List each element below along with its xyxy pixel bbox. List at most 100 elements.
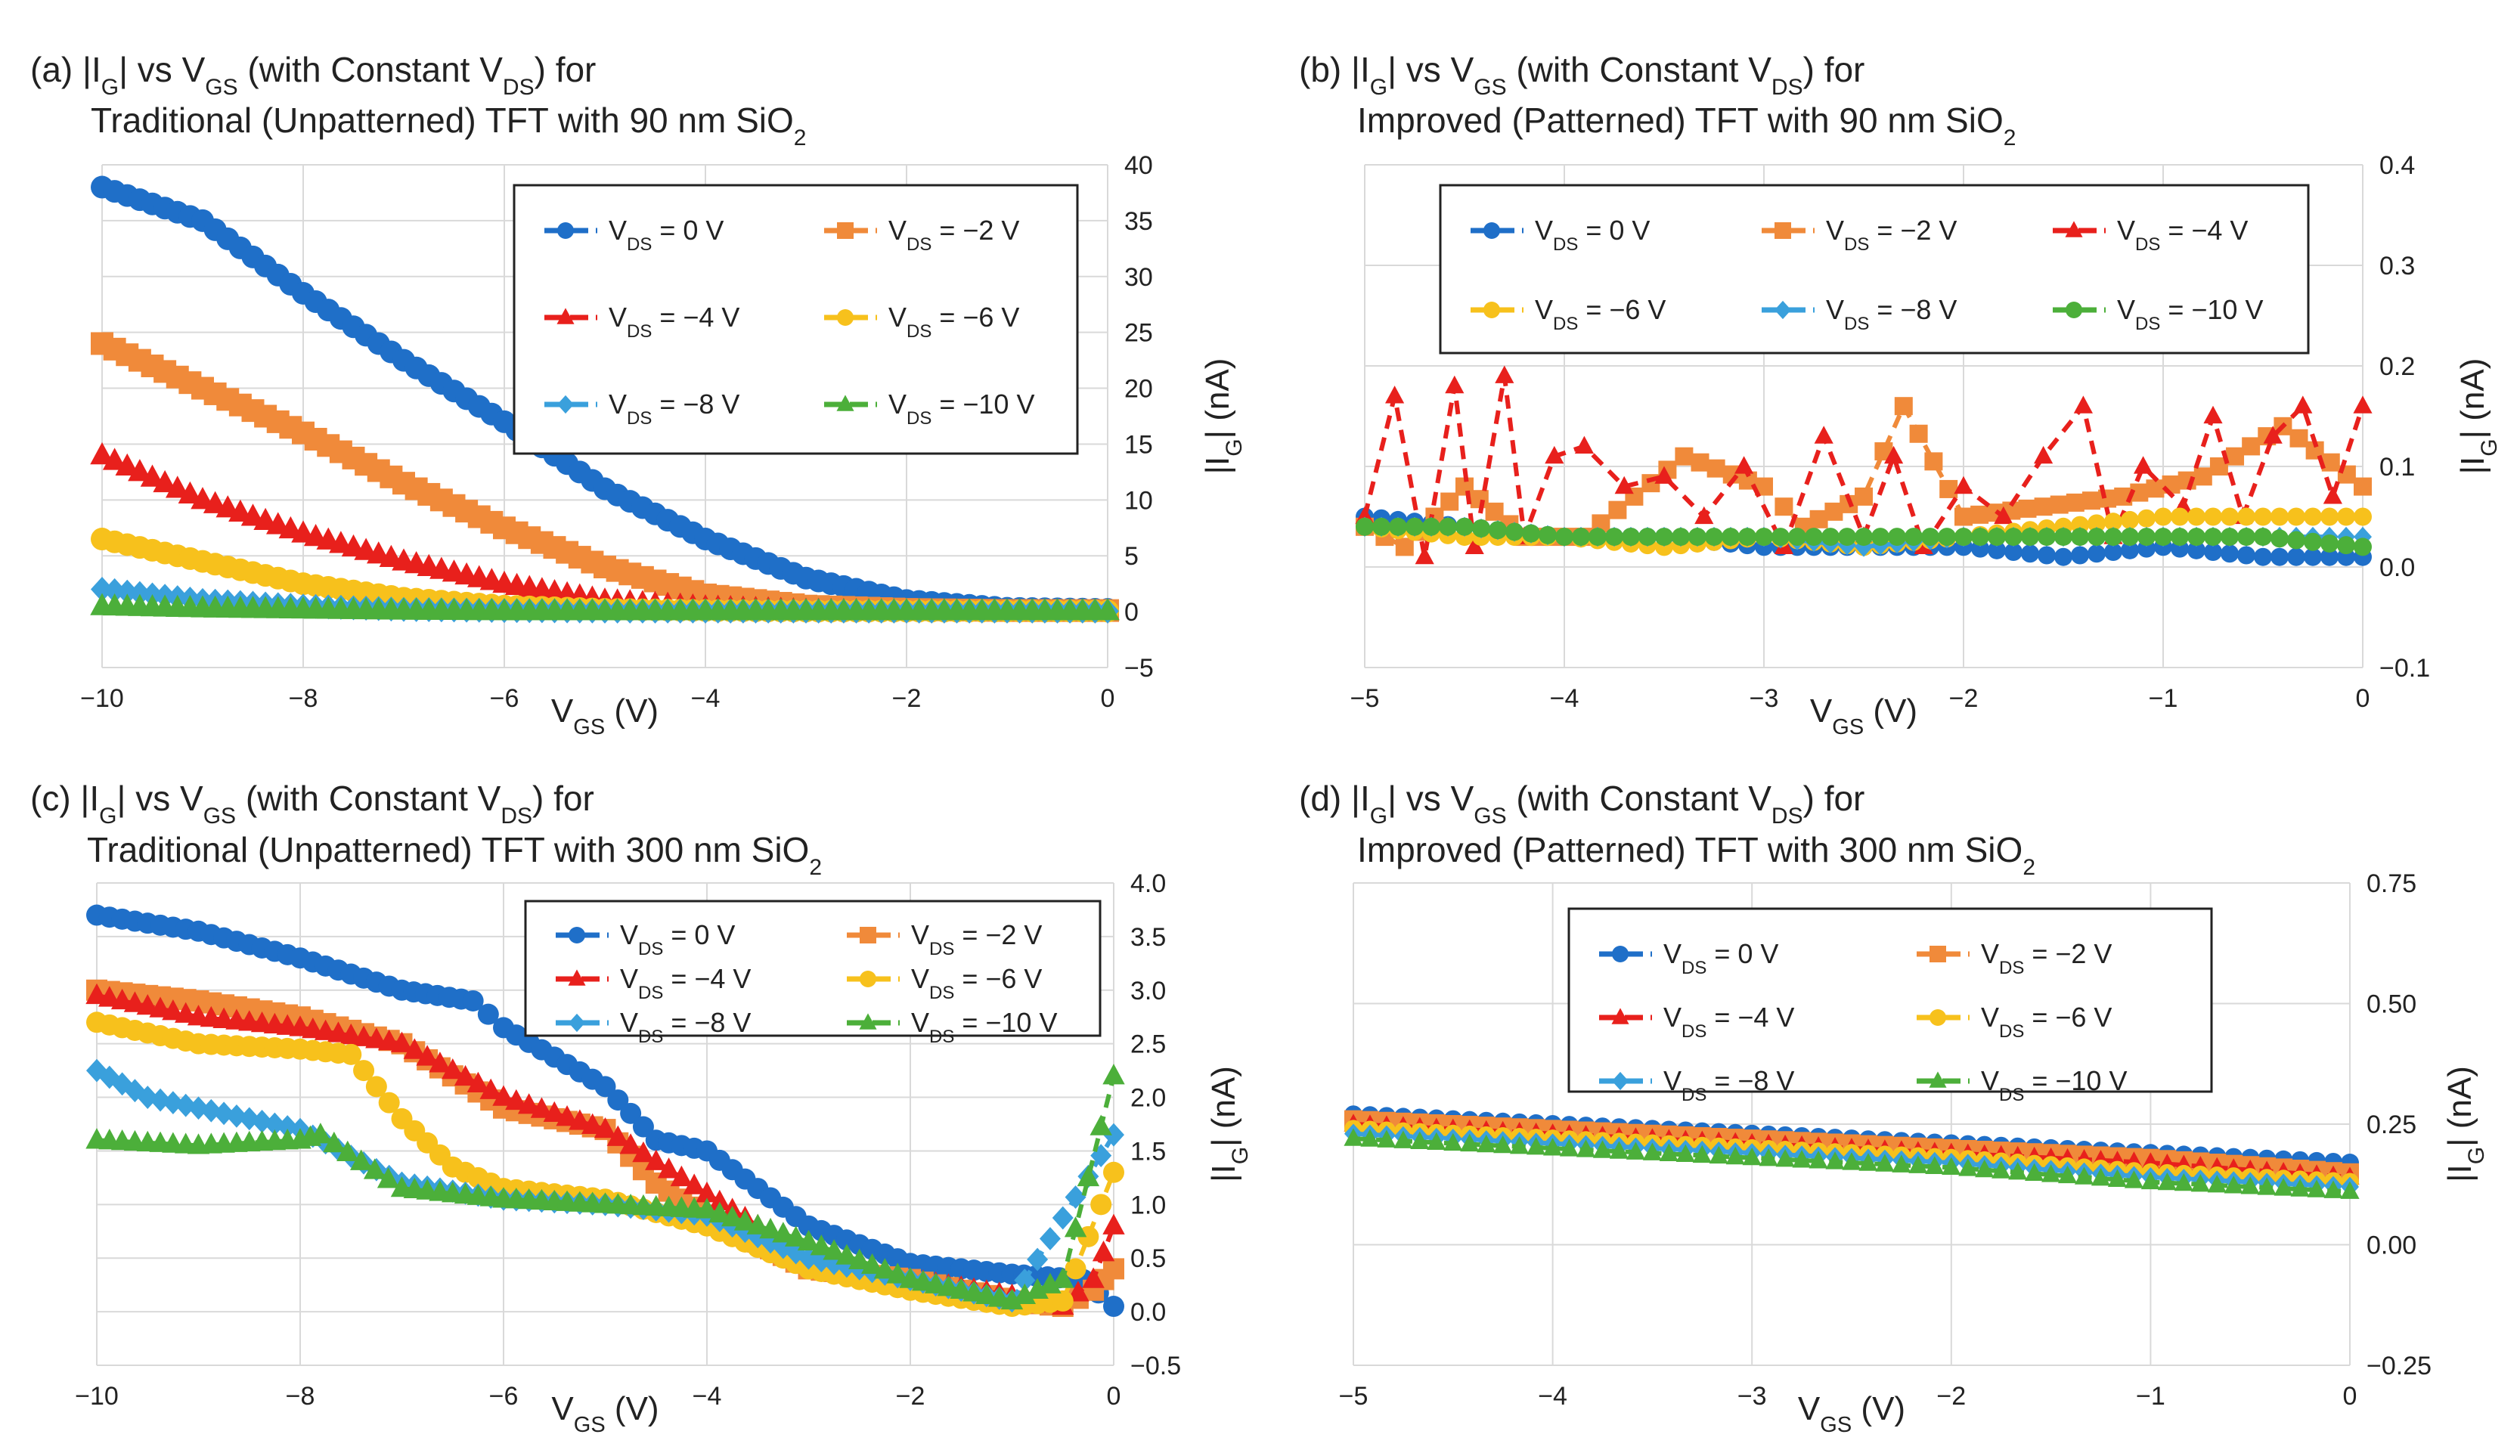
- data-point: [1039, 1272, 1062, 1293]
- legend-item: VDS = −10 V: [2053, 294, 2263, 334]
- x-tick-label: −4: [693, 1382, 722, 1411]
- legend-label: VDS = −8 V: [620, 1007, 751, 1047]
- panel-c: (c) |IG| vs VGS (with Constant VDS) forT…: [30, 779, 1253, 1437]
- data-point: [2104, 543, 2122, 562]
- data-point: [2221, 528, 2239, 547]
- y-tick-label: 30: [1124, 263, 1153, 292]
- legend-swatch-marker: [557, 395, 574, 414]
- data-point: [2354, 477, 2372, 496]
- data-point: [1994, 506, 2013, 525]
- panel-title-line1: (b) |IG| vs VGS (with Constant VDS) for: [1299, 50, 1864, 100]
- legend-item: VDS = −6 V: [1471, 294, 1666, 334]
- series-c-vdsm10: [85, 1064, 1125, 1310]
- data-point: [2203, 405, 2223, 424]
- panel-d: (d) |IG| vs VGS (with Constant VDS) forI…: [1299, 779, 2489, 1437]
- data-point: [1082, 1267, 1105, 1288]
- data-point: [124, 1079, 146, 1103]
- data-point: [1052, 1290, 1074, 1312]
- data-point: [848, 1248, 871, 1269]
- data-point: [137, 1086, 159, 1109]
- data-point: [2187, 528, 2205, 547]
- data-point: [2190, 1173, 2210, 1192]
- data-point: [1858, 1153, 1878, 1171]
- data-point: [1992, 1160, 2011, 1179]
- legend-item: VDS = −6 V: [1917, 1002, 2112, 1042]
- data-point: [759, 1217, 782, 1239]
- data-point: [912, 1270, 935, 1291]
- legend-label: VDS = −6 V: [911, 963, 1042, 1003]
- data-point: [1892, 1154, 1911, 1173]
- data-point: [2224, 1176, 2243, 1194]
- data-point: [429, 1052, 451, 1073]
- data-point: [2221, 544, 2239, 563]
- data-point: [2057, 1165, 2078, 1184]
- data-point: [1939, 479, 1958, 498]
- data-point: [2270, 507, 2289, 526]
- data-point: [1705, 528, 1723, 547]
- y-tick-label: −5: [1124, 654, 1154, 683]
- data-point: [2137, 509, 2156, 528]
- data-point: [1344, 1128, 1363, 1146]
- legend-item: VDS = −8 V: [1599, 1065, 1794, 1105]
- y-tick-label: 20: [1124, 375, 1153, 404]
- legend-box: [513, 184, 1079, 455]
- data-point: [1065, 1185, 1086, 1209]
- data-point: [1694, 506, 1714, 525]
- y-axis-label: |IG| (nA): [2454, 358, 2502, 475]
- y-tick-label: 0.0: [1130, 1298, 1166, 1327]
- data-point: [2074, 1166, 2094, 1185]
- series-b-vdsm10: [1356, 517, 2372, 556]
- data-point: [632, 1116, 654, 1138]
- data-point: [1410, 1131, 1430, 1149]
- panel-title-line2: Improved (Patterned) TFT with 300 nm SiO…: [1357, 830, 2035, 880]
- data-point: [1742, 1147, 1762, 1166]
- data-point: [2066, 493, 2085, 512]
- panel-a: (a) |IG| vs VGS (with Constant VDS) forT…: [30, 50, 1247, 739]
- data-point: [2237, 528, 2255, 547]
- data-point: [2353, 395, 2373, 414]
- data-point: [2254, 547, 2272, 566]
- y-tick-label: 0.00: [2367, 1231, 2416, 1260]
- data-point: [683, 1173, 705, 1194]
- data-point: [2320, 534, 2339, 553]
- legend: VDS = 0 V VDS = −2 V VDS = −4 V VDS = −6 V V…: [1439, 184, 2310, 355]
- data-point: [543, 1101, 566, 1123]
- data-point: [2081, 491, 2100, 510]
- data-point: [140, 464, 165, 487]
- data-point: [2008, 1162, 2028, 1180]
- data-point: [670, 1165, 693, 1187]
- data-point: [2137, 528, 2156, 547]
- legend-item: VDS = −4 V: [2053, 215, 2248, 255]
- data-point: [1527, 1137, 1546, 1155]
- x-tick-label: −2: [1949, 684, 1979, 713]
- data-point: [378, 1092, 400, 1114]
- legend-item: VDS = −6 V: [824, 302, 1019, 342]
- data-point: [2104, 528, 2122, 547]
- y-tick-label: 0.50: [2367, 990, 2416, 1019]
- data-point: [2054, 528, 2072, 547]
- data-point: [1039, 1227, 1061, 1250]
- data-point: [128, 459, 152, 482]
- data-point: [1427, 1132, 1446, 1151]
- x-tick-label: −2: [1936, 1382, 1966, 1411]
- data-point: [479, 1078, 502, 1099]
- legend-swatch-marker: [1612, 1071, 1629, 1091]
- data-point: [1592, 1140, 1613, 1158]
- data-point: [1722, 528, 1740, 547]
- legend-swatch-marker: [569, 1013, 585, 1033]
- data-point: [1775, 1148, 1795, 1167]
- data-point: [1838, 528, 1856, 547]
- legend-label: VDS = −2 V: [911, 919, 1042, 959]
- data-point: [1052, 1206, 1074, 1230]
- data-point: [1871, 528, 1889, 547]
- y-tick-label: 0: [1124, 598, 1139, 627]
- data-point: [1706, 459, 1725, 478]
- y-tick-label: 0.75: [2367, 869, 2416, 898]
- data-point: [1675, 1144, 1695, 1163]
- data-point: [350, 1149, 373, 1170]
- data-point: [2121, 541, 2139, 559]
- series-c-vds0: [86, 904, 1124, 1318]
- x-tick-label: −2: [892, 684, 922, 713]
- data-point: [810, 1235, 833, 1256]
- data-point: [962, 1281, 985, 1302]
